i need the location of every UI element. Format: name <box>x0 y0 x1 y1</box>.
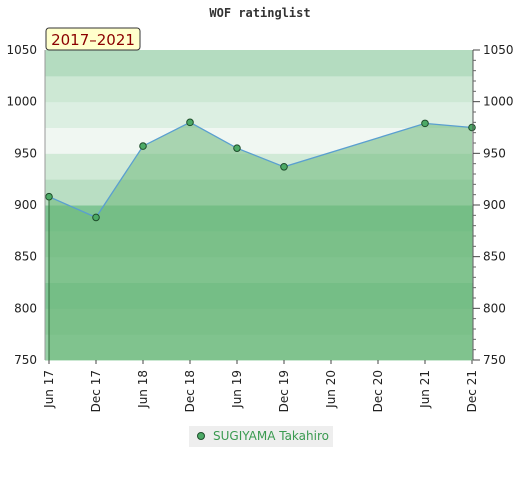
data-point-dec-18 <box>186 118 194 127</box>
data-point-jun-17 <box>45 192 53 201</box>
period-badge-box <box>45 27 141 51</box>
series-area <box>49 122 472 360</box>
period-badge: 2017–2021 <box>45 27 141 51</box>
y-tick-label-right: 1000 <box>483 95 514 109</box>
y-axis-left-ticks: 750 800 850 900 950 1000 1050 <box>6 43 37 367</box>
y-tick-label-right: 1050 <box>483 43 514 57</box>
y-tick-label-right: 950 <box>483 146 506 160</box>
y-tick-label-right: 850 <box>483 250 506 264</box>
x-tick-label: Jun 18 <box>136 370 150 409</box>
y-tick-label-left: 950 <box>14 146 37 160</box>
y-tick-label-left: 800 <box>14 301 37 315</box>
x-tick-label: Dec 17 <box>89 370 103 412</box>
x-tick-label: Jun 21 <box>418 370 432 409</box>
data-point-dec-19 <box>280 162 288 171</box>
y-tick-label-left: 1000 <box>6 95 37 109</box>
data-point-jun-19 <box>233 144 241 152</box>
background-band <box>45 75 473 103</box>
background-band <box>45 50 473 77</box>
y-tick-label-left: 850 <box>14 250 37 264</box>
x-tick-label: Dec 20 <box>371 370 385 412</box>
series-line <box>48 121 473 219</box>
y-tick-label-left: 1050 <box>6 43 37 57</box>
data-point-dec-17 <box>92 213 100 222</box>
data-point-jun-18 <box>139 142 147 150</box>
x-tick-label: Jun 20 <box>324 370 338 409</box>
y-tick-label-right: 800 <box>483 301 506 315</box>
right-axis-minor-ticks <box>473 59 476 351</box>
period-badge-text: 2017–2021 <box>51 31 135 49</box>
legend: SUGIYAMA Takahiro <box>189 426 333 447</box>
y-tick-label-left: 900 <box>14 198 37 212</box>
x-axis-ticks: Jun 17 Dec 17 Jun 18 Dec 18 Jun 19 Dec 19 Jun … <box>42 360 479 412</box>
y-tick-label-left: 750 <box>14 353 37 367</box>
legend-box <box>189 426 333 447</box>
y-tick-label-right: 750 <box>483 353 506 367</box>
chart-title: WOF ratinglist <box>209 6 310 20</box>
x-tick-label: Dec 21 <box>465 370 479 412</box>
x-tick-label: Jun 19 <box>230 370 244 409</box>
y-axis-right-ticks: 750 800 850 900 950 1000 1050 <box>473 43 514 367</box>
data-point-jun-21 <box>421 119 429 128</box>
x-tick-label: Dec 19 <box>277 370 291 412</box>
legend-label: SUGIYAMA Takahiro <box>213 429 329 443</box>
legend-marker <box>197 432 205 440</box>
y-tick-label-right: 900 <box>483 198 506 212</box>
data-point-dec-21 <box>468 123 476 132</box>
x-tick-label: Jun 17 <box>42 370 56 409</box>
background-band <box>45 101 473 128</box>
x-tick-label: Dec 18 <box>183 370 197 412</box>
data-points <box>45 118 476 222</box>
